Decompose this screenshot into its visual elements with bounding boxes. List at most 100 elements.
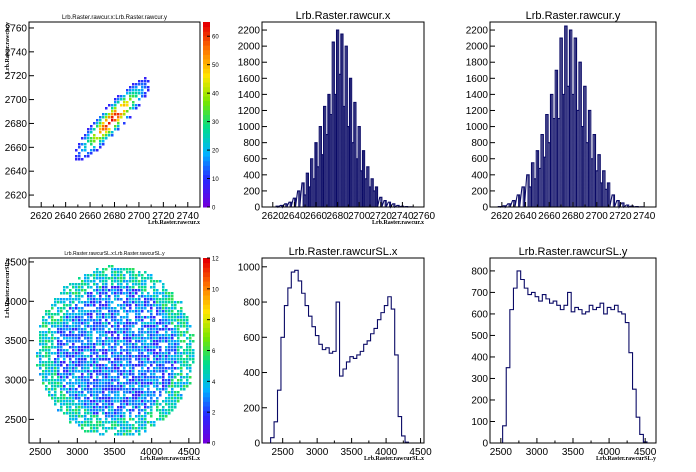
heatmap-cell bbox=[75, 325, 78, 328]
heatmap-cell bbox=[84, 334, 87, 337]
heatmap-cell bbox=[111, 340, 114, 343]
heatmap-cell bbox=[159, 364, 162, 367]
heatmap-cell bbox=[171, 397, 174, 400]
heatmap-cell bbox=[81, 403, 84, 406]
heatmap-cell bbox=[129, 289, 132, 292]
heatmap-cell bbox=[117, 295, 120, 298]
heatmap-cell bbox=[141, 397, 144, 400]
heatmap-cell bbox=[72, 313, 75, 316]
heatmap-cell bbox=[144, 298, 147, 301]
heatmap-cell bbox=[87, 367, 90, 370]
heatmap-cell bbox=[171, 310, 174, 313]
heatmap-cell bbox=[114, 113, 117, 116]
heatmap-cell bbox=[135, 289, 138, 292]
heatmap-cell bbox=[150, 376, 153, 379]
heatmap-cell bbox=[141, 409, 144, 412]
heatmap-cell bbox=[153, 316, 156, 319]
heatmap-cell bbox=[111, 337, 114, 340]
heatmap-cell bbox=[75, 316, 78, 319]
heatmap-cell bbox=[171, 337, 174, 340]
heatmap-cell bbox=[57, 331, 60, 334]
heatmap-cell bbox=[60, 355, 63, 358]
heatmap-cell bbox=[162, 340, 165, 343]
heatmap-cell bbox=[93, 406, 96, 409]
heatmap-cell bbox=[153, 346, 156, 349]
colorbar-segment bbox=[203, 424, 210, 430]
heatmap-cell bbox=[75, 307, 78, 310]
heatmap-cell bbox=[96, 379, 99, 382]
heatmap-cell bbox=[90, 355, 93, 358]
heatmap-cell bbox=[120, 388, 123, 391]
x-tick-label: 3500 bbox=[562, 447, 585, 458]
heatmap-cell bbox=[69, 334, 72, 337]
heatmap-cell bbox=[114, 412, 117, 415]
heatmap-cell bbox=[99, 388, 102, 391]
heatmap-cell bbox=[129, 286, 132, 289]
heatmap-cell bbox=[72, 337, 75, 340]
heatmap-cell bbox=[102, 340, 105, 343]
heatmap-cell bbox=[144, 361, 147, 364]
heatmap-cell bbox=[192, 340, 195, 343]
chart-title: Lrb.Raster.rawcur.x:Lrb.Raster.rawcur.y bbox=[62, 15, 167, 21]
heatmap-cell bbox=[150, 409, 153, 412]
heatmap-cell bbox=[78, 143, 81, 146]
heatmap-cell bbox=[129, 271, 132, 274]
heatmap-cell bbox=[78, 355, 81, 358]
heatmap-cell bbox=[168, 361, 171, 364]
colorbar-segment bbox=[203, 31, 210, 37]
heatmap-cell bbox=[126, 349, 129, 352]
heatmap-cell bbox=[123, 370, 126, 373]
heatmap-cell bbox=[57, 301, 60, 304]
heatmap-cell bbox=[87, 331, 90, 334]
heatmap-cell bbox=[180, 358, 183, 361]
heatmap-cell bbox=[138, 286, 141, 289]
heatmap-cell bbox=[144, 355, 147, 358]
heatmap-cell bbox=[78, 152, 81, 155]
heatmap-cell bbox=[57, 358, 60, 361]
heatmap-cell bbox=[87, 310, 90, 313]
heatmap-cell bbox=[132, 424, 135, 427]
heatmap-cell bbox=[57, 298, 60, 301]
heatmap-cell bbox=[102, 391, 105, 394]
heatmap-cell bbox=[162, 328, 165, 331]
heatmap-cell bbox=[174, 334, 177, 337]
heatmap-cell bbox=[165, 337, 168, 340]
heatmap-cell bbox=[51, 388, 54, 391]
heatmap-cell bbox=[177, 349, 180, 352]
heatmap-cell bbox=[165, 313, 168, 316]
heatmap-cell bbox=[150, 352, 153, 355]
x-tick-label: 2680 bbox=[103, 211, 126, 222]
heatmap-cell bbox=[162, 388, 165, 391]
heatmap-cell bbox=[78, 319, 81, 322]
heatmap-cell bbox=[60, 310, 63, 313]
heatmap-cell bbox=[186, 349, 189, 352]
heatmap-cell bbox=[105, 331, 108, 334]
heatmap-cell bbox=[177, 301, 180, 304]
heatmap-cell bbox=[120, 283, 123, 286]
heatmap-cell bbox=[153, 367, 156, 370]
heatmap-cell bbox=[186, 361, 189, 364]
heatmap-cell bbox=[63, 376, 66, 379]
colorbar-segment bbox=[203, 304, 210, 310]
heatmap-cell bbox=[147, 379, 150, 382]
heatmap-cell bbox=[135, 283, 138, 286]
heatmap-cell bbox=[126, 301, 129, 304]
heatmap-cell bbox=[90, 370, 93, 373]
heatmap-cell bbox=[90, 125, 93, 128]
heatmap-cell bbox=[63, 325, 66, 328]
heatmap-cell bbox=[162, 400, 165, 403]
heatmap-cell bbox=[141, 325, 144, 328]
heatmap-cell bbox=[171, 313, 174, 316]
heatmap-cell bbox=[87, 313, 90, 316]
heatmap-cell bbox=[42, 361, 45, 364]
heatmap-cell bbox=[63, 331, 66, 334]
heatmap-cell bbox=[177, 361, 180, 364]
heatmap-cell bbox=[108, 409, 111, 412]
heatmap-cell bbox=[177, 343, 180, 346]
heatmap-cell bbox=[171, 316, 174, 319]
heatmap-cell bbox=[129, 379, 132, 382]
heatmap-cell bbox=[96, 337, 99, 340]
colorbar-segment bbox=[203, 271, 210, 277]
heatmap-cell bbox=[159, 346, 162, 349]
heatmap-cell bbox=[63, 322, 66, 325]
